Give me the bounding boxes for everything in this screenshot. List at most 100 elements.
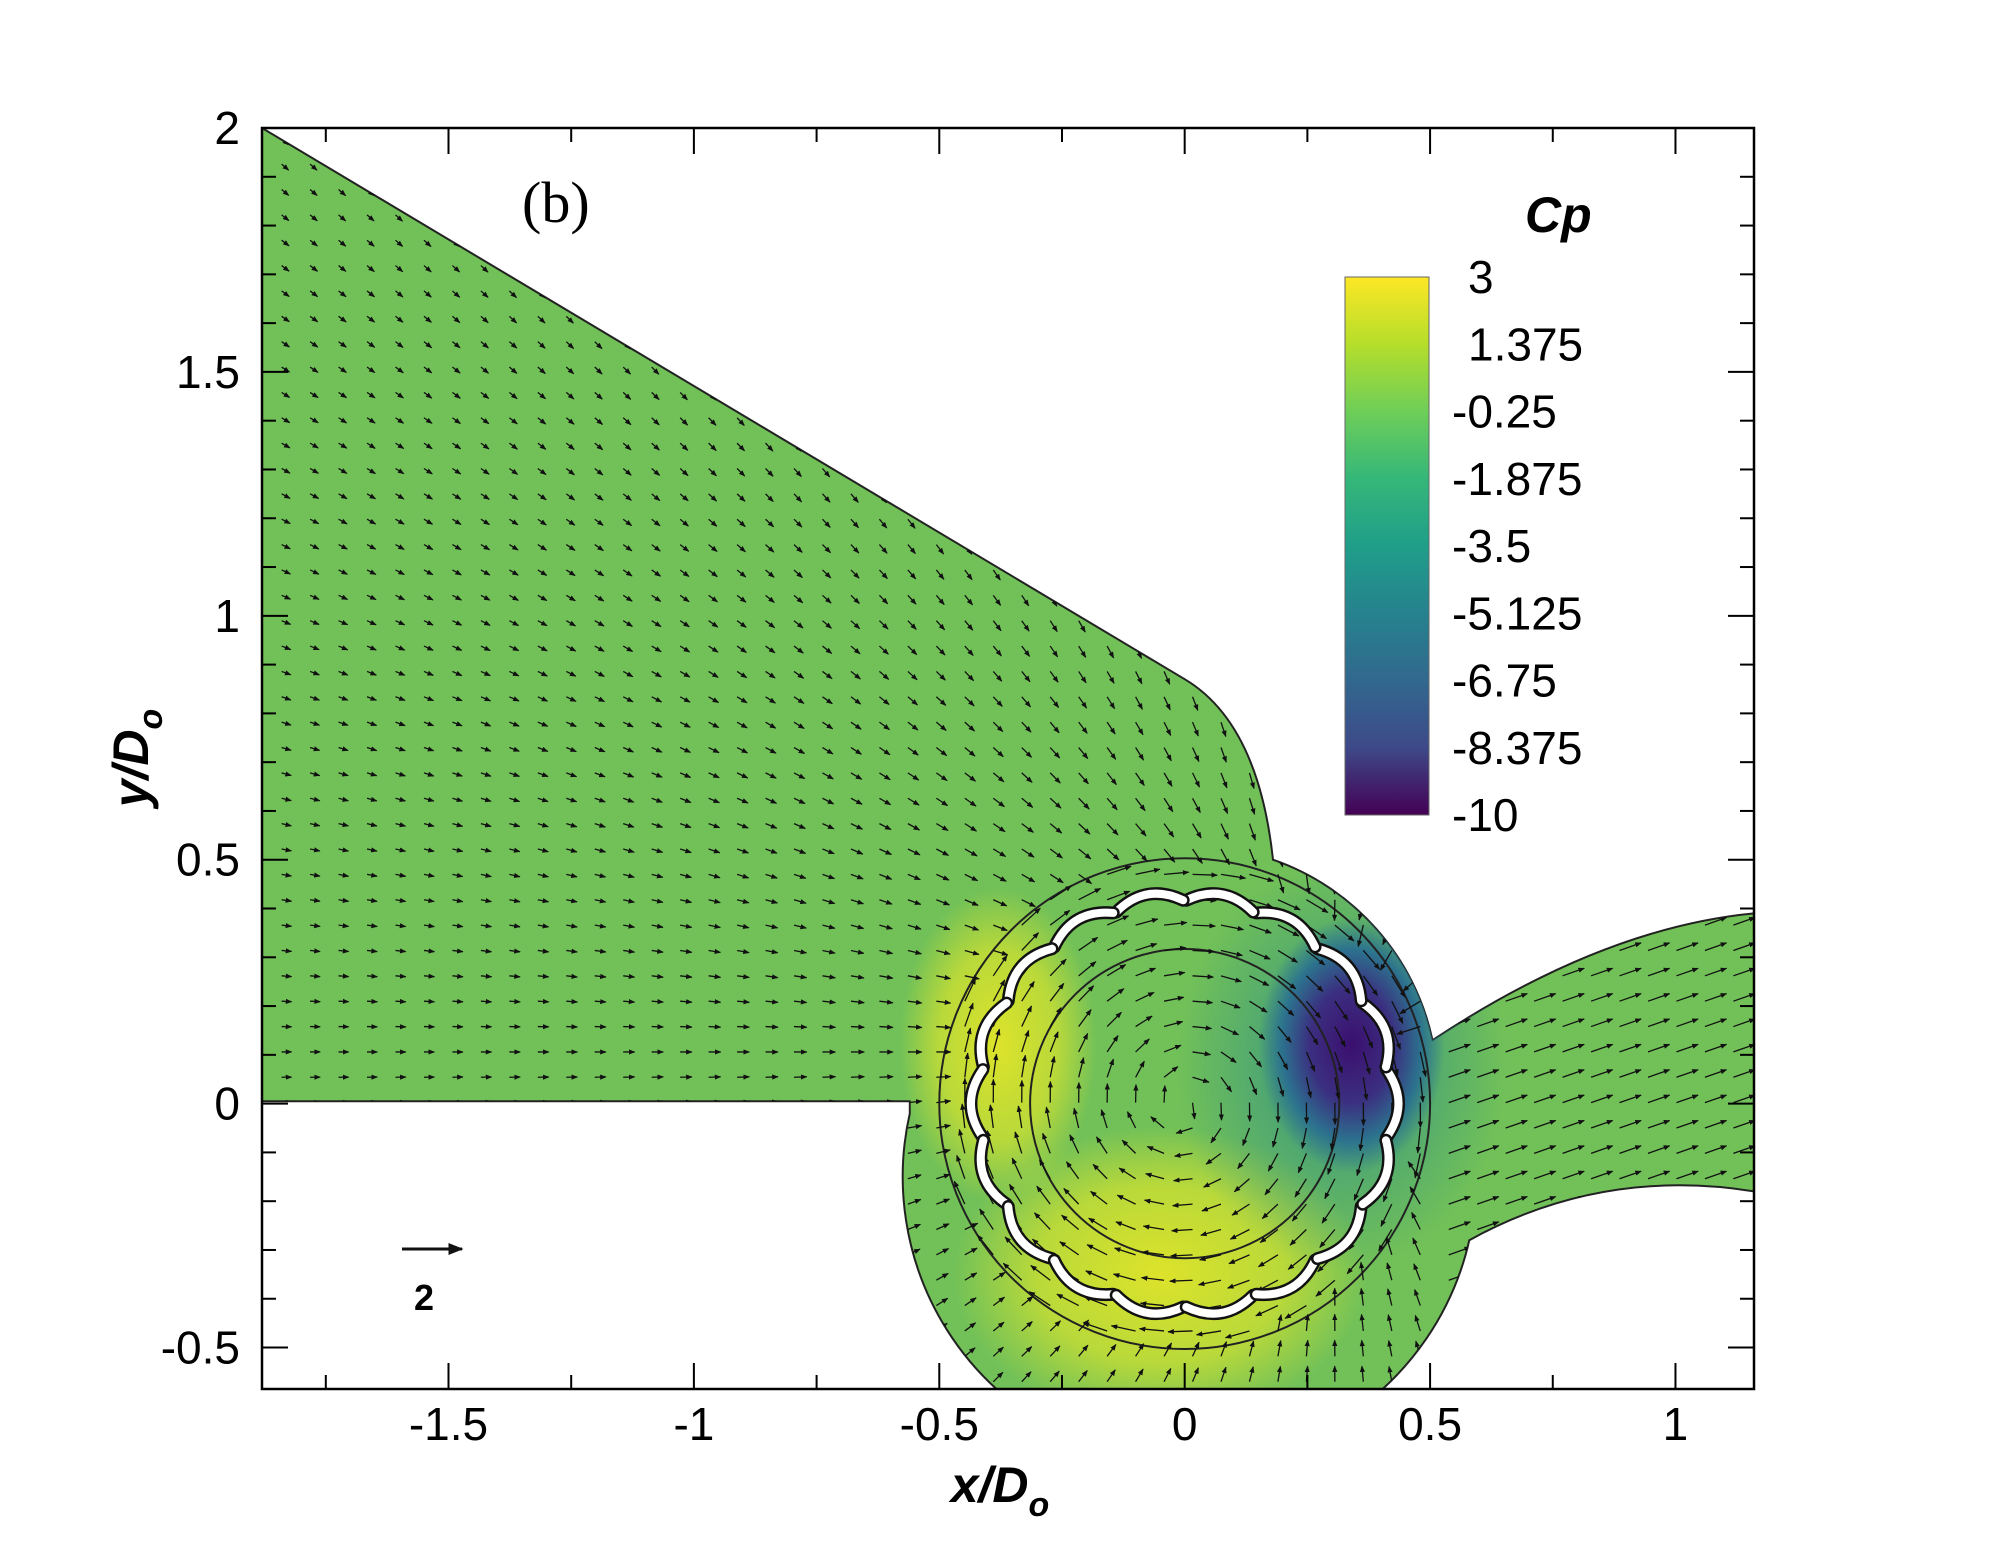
velocity-vector: [622, 1326, 635, 1332]
velocity-vector: [480, 341, 489, 349]
velocity-vector: [1134, 189, 1140, 201]
velocity-vector: [1533, 1246, 1557, 1256]
colorbar-legend: Cp 31.375-0.25-1.875-3.5-5.125-6.75-8.37…: [1344, 187, 1592, 841]
velocity-vector: [1162, 189, 1168, 201]
velocity-vector: [964, 442, 972, 454]
velocity-vector: [708, 1024, 722, 1030]
velocity-vector: [1476, 206, 1500, 216]
velocity-vector: [850, 341, 858, 352]
velocity-vector: [765, 797, 778, 804]
velocity-vector: [1704, 130, 1728, 140]
velocity-vector: [1163, 442, 1169, 456]
velocity-vector: [310, 1150, 321, 1156]
velocity-vector: [1021, 316, 1027, 327]
velocity-vector: [452, 822, 464, 828]
velocity-vector: [992, 163, 998, 175]
velocity-vector: [992, 138, 998, 149]
velocity-vector: [594, 1351, 606, 1357]
velocity-vector: [310, 1200, 321, 1207]
velocity-vector: [1077, 138, 1083, 150]
velocity-vector: [565, 493, 576, 501]
velocity-vector: [594, 569, 605, 577]
velocity-vector: [395, 163, 403, 172]
velocity-vector: [366, 822, 378, 828]
velocity-vector: [708, 848, 721, 854]
velocity-vector: [1505, 257, 1528, 267]
velocity-vector: [1533, 916, 1557, 926]
velocity-vector: [1562, 891, 1585, 901]
velocity-vector: [1448, 130, 1471, 140]
velocity-vector: [423, 366, 433, 374]
velocity-vector: [566, 746, 577, 753]
velocity-vector: [1078, 468, 1084, 480]
velocity-vector: [395, 366, 404, 374]
velocity-vector: [338, 138, 346, 146]
velocity-vector: [1190, 138, 1196, 150]
velocity-vector: [366, 239, 375, 247]
velocity-vector: [1417, 164, 1423, 176]
velocity-vector: [452, 594, 462, 601]
velocity-vector: [509, 872, 521, 878]
velocity-vector: [765, 645, 776, 654]
velocity-vector: [1190, 189, 1196, 201]
high-pressure-region-left: [900, 888, 1097, 1203]
velocity-vector: [679, 239, 687, 249]
velocity-vector: [964, 392, 971, 403]
velocity-vector: [651, 493, 661, 502]
velocity-vector: [622, 315, 631, 325]
velocity-vector: [1275, 417, 1282, 431]
velocity-vector: [1562, 1221, 1585, 1231]
velocity-vector: [423, 746, 435, 752]
velocity-vector: [1248, 671, 1254, 687]
velocity-vector: [1304, 671, 1310, 687]
velocity-vector: [1590, 891, 1614, 901]
velocity-vector: [736, 797, 749, 804]
velocity-vector: [850, 1374, 862, 1383]
velocity-vector: [452, 366, 461, 374]
velocity-vector: [679, 848, 692, 854]
velocity-vector: [907, 189, 913, 200]
velocity-vector: [878, 189, 885, 200]
velocity-vector: [309, 417, 319, 424]
velocity-vector: [338, 973, 350, 979]
velocity-vector: [850, 239, 857, 250]
velocity-vector: [1448, 916, 1471, 926]
velocity-vector: [281, 720, 292, 726]
velocity-vector: [822, 1349, 834, 1357]
velocity-vector: [879, 1199, 893, 1205]
velocity-vector: [1562, 815, 1585, 825]
velocity-vector: [1191, 366, 1197, 379]
velocity-vector: [1417, 240, 1423, 252]
velocity-vector: [1733, 1322, 1754, 1332]
velocity-vector: [850, 1149, 865, 1155]
velocity-vector: [1733, 764, 1754, 774]
velocity-vector: [708, 670, 719, 678]
velocity-vector: [1676, 790, 1699, 799]
velocity-vector: [509, 1377, 520, 1383]
velocity-vector: [281, 366, 291, 373]
velocity-vector: [309, 366, 319, 373]
velocity-vector: [1590, 815, 1614, 825]
velocity-vector: [1134, 290, 1140, 303]
velocity-vector: [594, 1200, 607, 1206]
velocity-vector: [366, 620, 377, 626]
velocity-vector: [708, 569, 718, 578]
velocity-vector: [1505, 891, 1528, 901]
velocity-vector: [878, 138, 885, 149]
velocity-vector: [736, 518, 746, 528]
velocity-vector: [594, 898, 607, 904]
velocity-vector: [1276, 722, 1283, 738]
velocity-vector: [623, 1200, 635, 1206]
velocity-vector: [1105, 189, 1111, 201]
velocity-vector: [1476, 155, 1500, 165]
velocity-vector: [1647, 1195, 1671, 1205]
velocity-vector: [309, 188, 318, 196]
velocity-vector: [366, 391, 376, 399]
velocity-vector: [1275, 164, 1281, 176]
velocity-vector: [680, 1175, 693, 1181]
velocity-vector: [594, 1376, 606, 1383]
velocity-vector: [1078, 544, 1085, 557]
velocity-vector: [423, 341, 433, 349]
velocity-vector: [338, 1226, 350, 1232]
velocity-vector: [736, 138, 743, 148]
